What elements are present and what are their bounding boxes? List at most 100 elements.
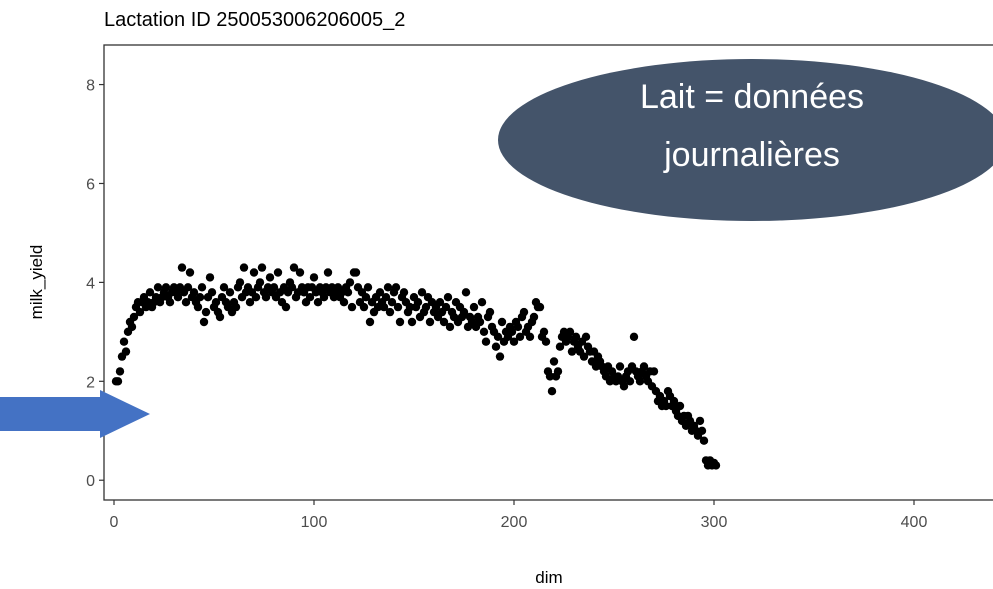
data-point xyxy=(343,288,353,297)
data-point xyxy=(495,352,505,361)
data-point xyxy=(181,298,191,307)
data-point xyxy=(619,382,629,391)
data-point xyxy=(529,312,539,322)
data-point xyxy=(461,288,471,297)
data-point xyxy=(649,367,659,376)
data-point xyxy=(379,302,389,312)
arrow-right-icon xyxy=(0,390,150,438)
data-point xyxy=(571,332,581,341)
data-point xyxy=(225,288,235,297)
data-point xyxy=(395,317,405,327)
data-point xyxy=(697,426,707,435)
y-tick-label: 4 xyxy=(86,275,95,292)
data-point xyxy=(189,288,199,297)
data-point xyxy=(193,302,203,312)
data-point xyxy=(235,278,245,287)
data-point xyxy=(421,302,431,312)
data-point xyxy=(113,377,123,386)
data-point xyxy=(405,302,415,312)
data-point xyxy=(635,377,645,386)
data-point xyxy=(497,317,507,327)
data-point xyxy=(153,283,163,292)
data-point xyxy=(183,283,193,292)
data-point xyxy=(245,298,255,307)
data-point xyxy=(481,337,491,346)
data-point xyxy=(535,302,545,312)
data-point xyxy=(201,307,211,317)
data-point xyxy=(177,263,187,272)
data-point xyxy=(309,273,319,282)
data-point xyxy=(441,302,451,312)
data-point xyxy=(525,332,535,341)
data-point xyxy=(417,288,427,297)
data-point xyxy=(539,327,549,336)
data-point xyxy=(711,461,721,470)
data-point xyxy=(185,268,195,277)
data-point xyxy=(445,322,455,332)
data-point xyxy=(215,312,225,322)
data-point xyxy=(407,317,417,327)
data-point xyxy=(211,298,221,307)
data-point xyxy=(269,283,279,292)
data-point xyxy=(629,332,639,341)
data-point xyxy=(219,283,229,292)
data-point xyxy=(161,283,171,292)
y-tick-label: 6 xyxy=(86,176,95,193)
data-point xyxy=(485,307,495,317)
x-axis: 0 100 200 300 400 xyxy=(110,500,928,531)
x-tick-label: 200 xyxy=(501,514,528,531)
data-point xyxy=(313,298,323,307)
x-tick-label: 300 xyxy=(701,514,728,531)
data-point xyxy=(553,367,563,376)
data-point xyxy=(639,362,649,371)
data-point xyxy=(435,298,445,307)
data-point xyxy=(323,268,333,277)
data-point xyxy=(507,327,517,336)
callout-line-2: journalières xyxy=(663,136,840,174)
data-point xyxy=(491,342,501,351)
data-point xyxy=(195,293,205,302)
y-tick-label: 2 xyxy=(86,374,95,391)
y-axis: 0 2 4 6 8 xyxy=(86,78,104,490)
data-point xyxy=(199,317,209,327)
data-point xyxy=(255,278,265,287)
data-point xyxy=(493,332,503,341)
data-point xyxy=(257,263,267,272)
data-point xyxy=(475,317,485,327)
x-tick-label: 100 xyxy=(301,514,328,531)
data-point xyxy=(173,293,183,302)
data-point xyxy=(699,436,709,445)
data-point xyxy=(207,288,217,297)
data-point xyxy=(359,302,369,312)
data-point xyxy=(399,288,409,297)
data-point xyxy=(265,273,275,282)
chart-title: Lactation ID 250053006206005_2 xyxy=(104,9,405,31)
data-point xyxy=(381,293,391,302)
data-point xyxy=(145,288,155,297)
data-point xyxy=(261,293,271,302)
data-point xyxy=(295,268,305,277)
data-point xyxy=(567,347,577,356)
data-point xyxy=(581,332,591,341)
x-tick-label: 0 xyxy=(110,514,119,531)
data-point xyxy=(555,342,565,351)
data-point xyxy=(127,322,137,332)
data-point xyxy=(249,268,259,277)
data-point xyxy=(387,298,397,307)
data-point xyxy=(393,302,403,312)
data-point xyxy=(513,322,523,332)
data-point xyxy=(305,293,315,302)
data-point xyxy=(347,302,357,312)
data-point xyxy=(385,307,395,317)
data-point xyxy=(239,263,249,272)
data-point xyxy=(339,298,349,307)
data-point xyxy=(615,362,625,371)
data-point xyxy=(675,401,685,411)
data-point xyxy=(579,352,589,361)
data-point xyxy=(479,327,489,336)
x-tick-label: 400 xyxy=(901,514,928,531)
data-point xyxy=(469,302,479,312)
data-point xyxy=(383,283,393,292)
data-point xyxy=(121,347,131,356)
y-tick-label: 0 xyxy=(86,473,95,490)
